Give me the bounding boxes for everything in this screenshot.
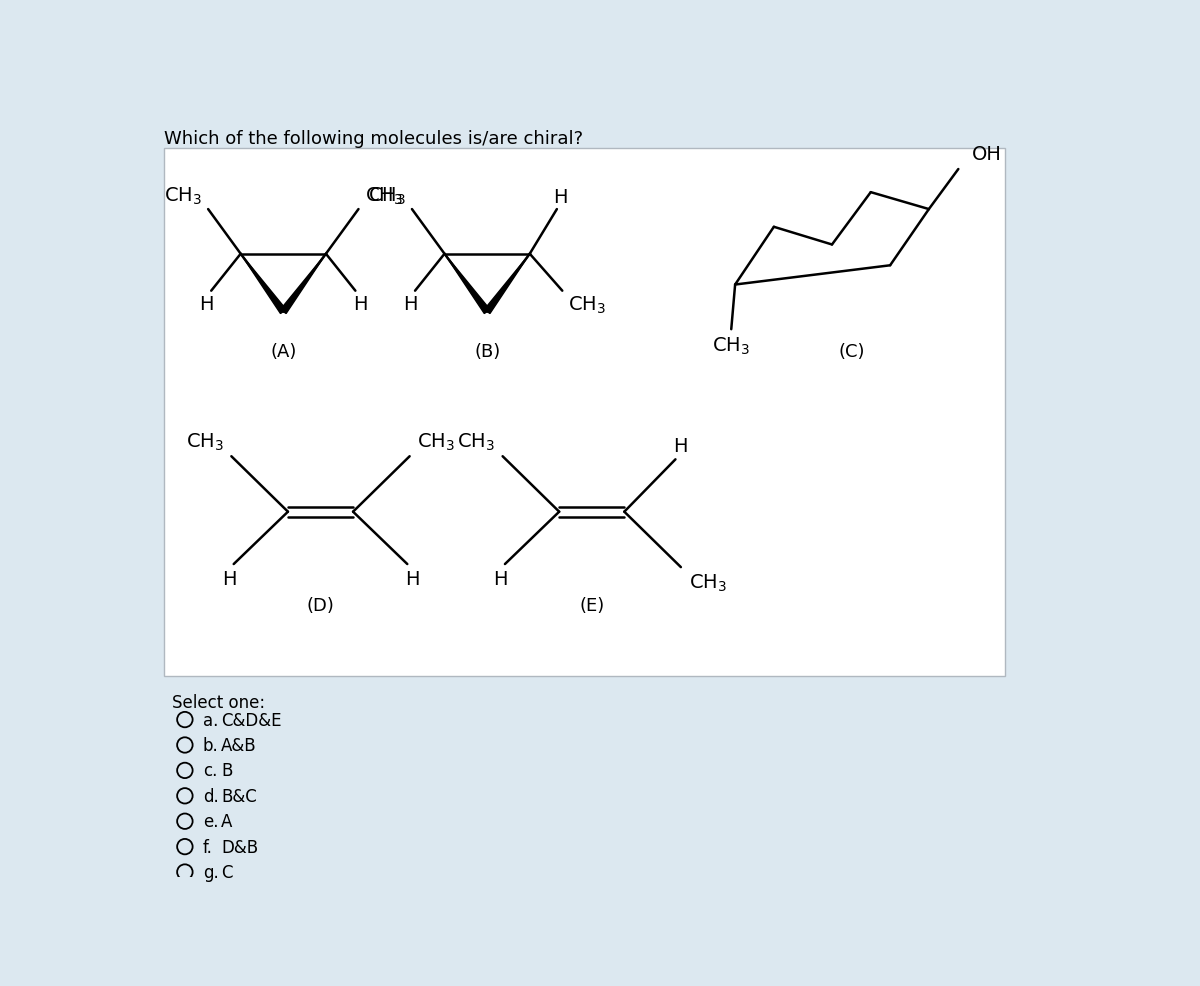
Polygon shape xyxy=(444,254,490,315)
Text: e.: e. xyxy=(203,812,218,830)
Text: OH: OH xyxy=(972,145,1001,164)
Text: B&C: B&C xyxy=(221,787,257,805)
Text: $\mathregular{CH_3}$: $\mathregular{CH_3}$ xyxy=(186,431,223,453)
FancyBboxPatch shape xyxy=(164,149,1004,676)
Text: (A): (A) xyxy=(270,343,296,361)
Text: A&B: A&B xyxy=(221,737,257,754)
Text: H: H xyxy=(222,569,236,588)
Text: $\mathregular{CH_3}$: $\mathregular{CH_3}$ xyxy=(689,572,727,594)
Text: A: A xyxy=(221,812,233,830)
Text: Select one:: Select one: xyxy=(172,693,265,711)
Text: $\mathregular{CH_3}$: $\mathregular{CH_3}$ xyxy=(418,431,455,453)
Text: b.: b. xyxy=(203,737,218,754)
Text: $\mathregular{CH_3}$: $\mathregular{CH_3}$ xyxy=(457,431,494,453)
Text: $\mathregular{CH_3}$: $\mathregular{CH_3}$ xyxy=(569,295,606,316)
Polygon shape xyxy=(241,254,286,315)
Text: $\mathregular{CH_3}$: $\mathregular{CH_3}$ xyxy=(367,185,406,207)
Text: D&B: D&B xyxy=(221,838,258,856)
Text: c.: c. xyxy=(203,761,217,780)
Text: H: H xyxy=(404,569,419,588)
Text: a.: a. xyxy=(203,711,218,729)
Polygon shape xyxy=(281,254,326,315)
Text: d.: d. xyxy=(203,787,218,805)
Text: $\mathregular{CH_3}$: $\mathregular{CH_3}$ xyxy=(713,335,750,357)
Text: (C): (C) xyxy=(838,343,865,361)
Text: B: B xyxy=(221,761,233,780)
Text: (D): (D) xyxy=(306,597,335,614)
Text: g.: g. xyxy=(203,863,218,881)
Text: H: H xyxy=(199,295,214,314)
Polygon shape xyxy=(485,254,529,315)
Text: Which of the following molecules is/are chiral?: Which of the following molecules is/are … xyxy=(164,130,583,148)
Text: C: C xyxy=(221,863,233,881)
Text: $\mathregular{CH_3}$: $\mathregular{CH_3}$ xyxy=(164,185,202,207)
Text: (E): (E) xyxy=(580,597,605,614)
Text: f.: f. xyxy=(203,838,212,856)
Text: H: H xyxy=(493,569,508,588)
Text: $\mathregular{CH_3}$: $\mathregular{CH_3}$ xyxy=(365,185,403,207)
Text: H: H xyxy=(553,187,568,207)
Text: C&D&E: C&D&E xyxy=(221,711,282,729)
Text: (B): (B) xyxy=(474,343,500,361)
Text: H: H xyxy=(403,295,418,314)
Text: H: H xyxy=(353,295,367,314)
Text: H: H xyxy=(673,436,688,456)
